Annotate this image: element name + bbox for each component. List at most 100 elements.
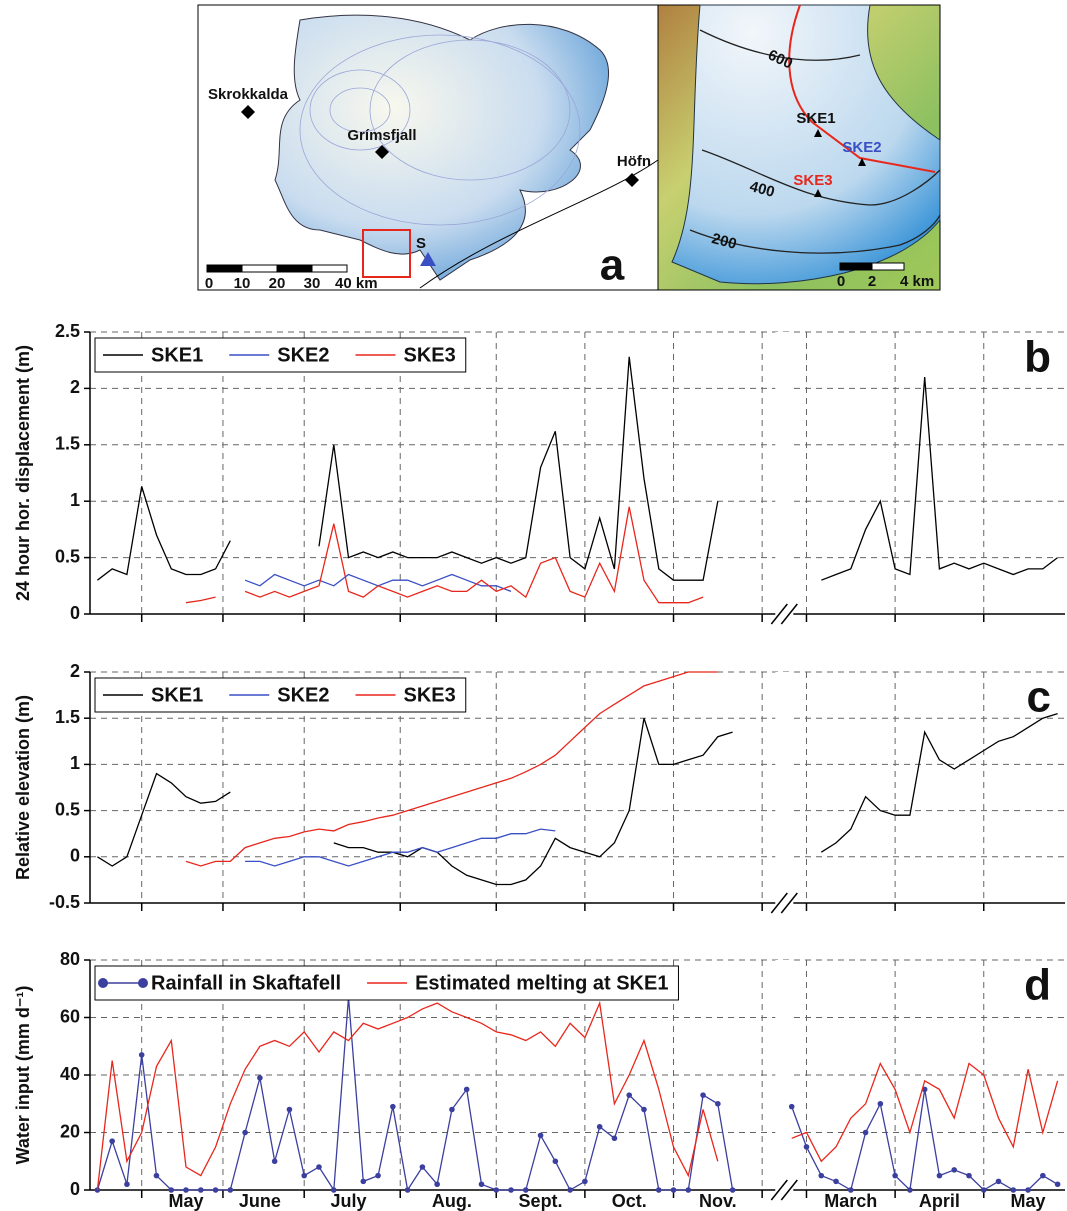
data-point <box>420 1164 426 1170</box>
inset-scale-bar <box>840 263 904 270</box>
data-point <box>287 1107 293 1113</box>
data-point <box>878 1101 884 1107</box>
x-tick-label: June <box>239 1191 281 1211</box>
data-point <box>139 1052 145 1058</box>
site-label: S <box>416 235 426 252</box>
y-tick-label: 2.5 <box>55 321 80 341</box>
data-point <box>597 1124 603 1130</box>
data-point <box>951 1167 957 1173</box>
legend-label: Rainfall in Skaftafell <box>151 972 341 994</box>
y-tick-label: 40 <box>60 1064 80 1084</box>
data-point <box>937 1173 943 1179</box>
data-point <box>715 1101 721 1107</box>
data-point <box>818 1173 824 1179</box>
data-point <box>833 1179 839 1185</box>
data-point <box>508 1187 514 1193</box>
data-point <box>375 1173 381 1179</box>
data-point <box>272 1158 278 1164</box>
scale-label: 0 <box>837 273 845 290</box>
data-point <box>685 1187 691 1193</box>
station-label: SKE2 <box>842 139 881 156</box>
legend-label: Estimated melting at SKE1 <box>415 972 668 994</box>
scale-label: 0 <box>205 275 213 292</box>
series-line <box>97 714 1057 885</box>
data-point <box>242 1130 248 1136</box>
data-point <box>464 1087 470 1093</box>
data-point <box>671 1187 677 1193</box>
data-point <box>213 1187 219 1193</box>
legend-label: SKE3 <box>404 344 456 366</box>
data-point <box>626 1092 632 1098</box>
data-point <box>789 1104 795 1110</box>
series-line <box>97 357 1057 580</box>
y-tick-label: 0.5 <box>55 546 80 566</box>
data-point <box>981 1187 987 1193</box>
data-point <box>301 1173 307 1179</box>
data-point <box>907 1187 913 1193</box>
data-point <box>567 1187 573 1193</box>
data-point <box>479 1181 485 1187</box>
scale-label: 20 <box>269 275 286 292</box>
x-tick-label: Oct. <box>612 1191 647 1211</box>
scale-label: 4 km <box>900 273 934 290</box>
y-tick-label: 2 <box>70 377 80 397</box>
scale-bar <box>207 265 347 272</box>
data-point <box>434 1181 440 1187</box>
y-tick-label: 2 <box>70 661 80 681</box>
y-tick-label: 0 <box>70 603 80 623</box>
data-point <box>360 1179 366 1185</box>
legend-label: SKE2 <box>277 684 329 706</box>
y-tick-label: 0 <box>70 846 80 866</box>
x-tick-label: Sept. <box>519 1191 563 1211</box>
legend-marker <box>138 978 148 988</box>
panel-label: d <box>1024 961 1051 1010</box>
place-label: Grímsfjall <box>347 127 416 144</box>
legend: Rainfall in Skaftafell Estimated melting … <box>95 966 678 1000</box>
x-tick-label: May <box>169 1191 204 1211</box>
x-tick-label: July <box>331 1191 367 1211</box>
data-point <box>493 1187 499 1193</box>
station-label: SKE1 <box>796 110 835 127</box>
station-label: SKE3 <box>793 172 832 189</box>
axis-break-gap <box>775 332 793 616</box>
place-label: Höfn <box>617 153 651 170</box>
data-point <box>966 1173 972 1179</box>
axis-break-gap <box>775 960 793 1192</box>
y-tick-label: 1.5 <box>55 434 80 454</box>
x-tick-label: April <box>919 1191 960 1211</box>
y-tick-label: 1 <box>70 490 80 510</box>
data-point <box>109 1138 115 1144</box>
map-panel: S Skrokkalda Grímsfjall Höfn 0 10 20 30 … <box>198 5 940 292</box>
scale-label: 2 <box>868 273 876 290</box>
data-point <box>316 1164 322 1170</box>
data-point <box>863 1130 869 1136</box>
y-axis-title: Relative elevation (m) <box>13 695 33 880</box>
series-line <box>97 997 1057 1190</box>
x-tick-label: Nov. <box>699 1191 737 1211</box>
data-point <box>700 1092 706 1098</box>
y-tick-label: 0.5 <box>55 799 80 819</box>
y-tick-label: 60 <box>60 1006 80 1026</box>
x-tick-label: May <box>1011 1191 1046 1211</box>
y-tick-label: 20 <box>60 1121 80 1141</box>
figure: S Skrokkalda Grímsfjall Höfn 0 10 20 30 … <box>0 0 1067 1211</box>
legend-marker <box>98 978 108 988</box>
y-axis-title: 24 hour hor. displacement (m) <box>13 345 33 601</box>
data-point <box>553 1158 559 1164</box>
panel-label: a <box>600 241 625 290</box>
x-tick-label: March <box>824 1191 877 1211</box>
data-point <box>804 1144 810 1150</box>
panel-label: b <box>1024 333 1051 382</box>
data-point <box>996 1179 1002 1185</box>
y-tick-label: 1.5 <box>55 707 80 727</box>
place-label: Skrokkalda <box>208 86 289 103</box>
data-point <box>228 1187 234 1193</box>
data-point <box>449 1107 455 1113</box>
data-point <box>641 1107 647 1113</box>
data-point <box>538 1133 544 1139</box>
data-point <box>124 1181 130 1187</box>
data-point <box>405 1187 411 1193</box>
data-point <box>612 1135 618 1141</box>
data-point <box>1055 1181 1061 1187</box>
